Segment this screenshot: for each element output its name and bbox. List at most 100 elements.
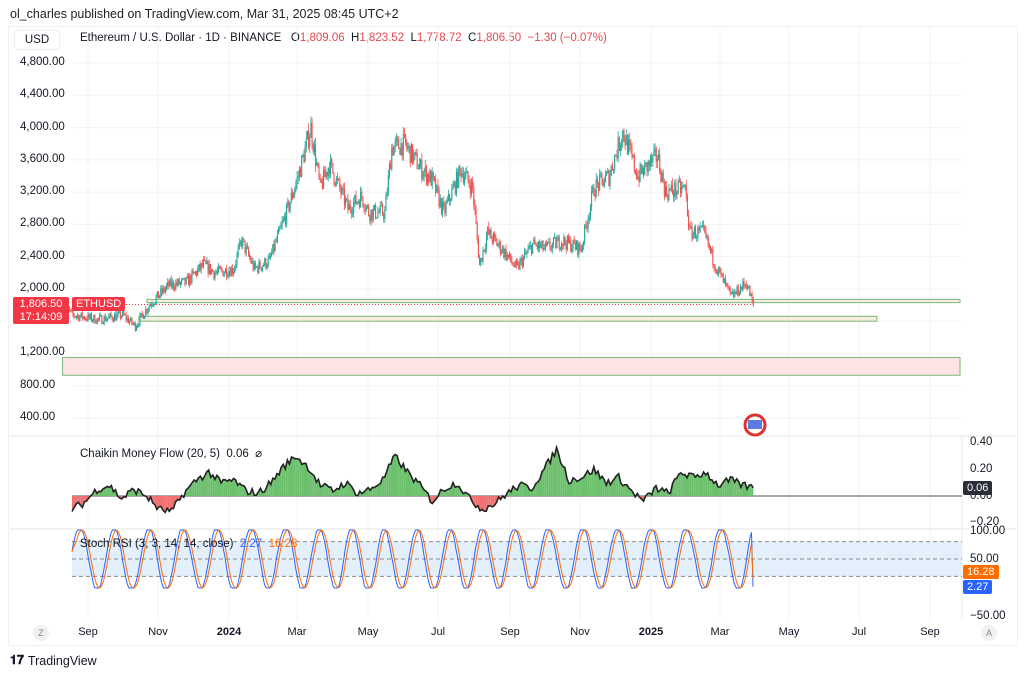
- cmf-area: [747, 485, 750, 496]
- cmf-area: [233, 478, 236, 496]
- time-axis-label: Jul: [851, 626, 867, 638]
- time-axis-label: 2025: [638, 626, 664, 638]
- cmf-area: [556, 447, 559, 496]
- cmf-area: [328, 487, 331, 496]
- cmf-area: [674, 478, 677, 496]
- cmf-area: [320, 486, 323, 496]
- cmf-area: [577, 480, 580, 496]
- cmf-area: [84, 496, 87, 502]
- cmf-area: [722, 480, 725, 496]
- cmf-area: [600, 476, 603, 496]
- stoch-k-tag: 2.27: [963, 580, 993, 594]
- cmf-area: [533, 483, 536, 496]
- cmf-area: [322, 483, 325, 496]
- cmf-area: [109, 485, 112, 496]
- high-value: 1,823.52: [359, 32, 405, 44]
- time-axis-label: Nov: [148, 626, 168, 638]
- cmf-area: [535, 482, 538, 496]
- cmf-area: [749, 484, 752, 496]
- cmf-area: [370, 487, 373, 496]
- cmf-area: [604, 479, 607, 496]
- cmf-value-tag: 0.06: [963, 481, 993, 495]
- time-axis-label: Sep: [78, 626, 98, 638]
- open-value: 1,809.06: [299, 32, 345, 44]
- cmf-area: [277, 473, 280, 496]
- price-axis-label: 3,200.00: [20, 185, 65, 198]
- cmf-area: [388, 464, 391, 496]
- stoch-axis-label: 50.00: [970, 553, 999, 565]
- cmf-area: [223, 479, 226, 496]
- cmf-area: [297, 458, 300, 496]
- cmf-area: [347, 481, 350, 496]
- zoom-button[interactable]: Z: [33, 625, 49, 641]
- cmf-area: [392, 454, 396, 496]
- cmf-area: [701, 471, 704, 496]
- stoch-title[interactable]: Stoch RSI (3, 3, 14, 14, close): [80, 538, 234, 550]
- cmf-area: [194, 479, 197, 496]
- cmf-area: [602, 476, 605, 496]
- cmf-axis-label: 0.20: [970, 463, 993, 475]
- cmf-area: [405, 469, 408, 496]
- cmf-area: [204, 472, 207, 496]
- cmf-area: [214, 475, 217, 496]
- symbol-title[interactable]: Ethereum / U.S. Dollar · 1D · BINANCE: [80, 32, 282, 44]
- cmf-area: [595, 471, 598, 496]
- cmf-area: [390, 456, 393, 496]
- time-axis-label: May: [778, 626, 800, 638]
- cmf-area: [682, 474, 685, 496]
- cmf-area: [324, 483, 327, 496]
- symbol-legend: Ethereum / U.S. Dollar · 1D · BINANCE O1…: [80, 32, 607, 44]
- cmf-area: [312, 474, 315, 496]
- cmf-area: [316, 479, 319, 496]
- cmf-area: [272, 478, 275, 496]
- cmf-area: [417, 481, 420, 496]
- cmf-area: [399, 463, 402, 496]
- cmf-area: [492, 496, 495, 507]
- cmf-area: [457, 486, 460, 496]
- cmf-area: [229, 479, 232, 496]
- chart-frame: [8, 26, 1018, 646]
- last-price: 1,806.50: [19, 298, 63, 310]
- time-axis-label: Mar: [710, 626, 730, 638]
- cmf-area: [301, 463, 304, 496]
- low-label: L: [410, 32, 417, 44]
- cmf-area: [560, 462, 563, 496]
- cmf-area: [699, 476, 702, 496]
- cmf-area: [486, 496, 489, 512]
- cmf-title[interactable]: Chaikin Money Flow (20, 5): [80, 448, 220, 460]
- cmf-area: [163, 496, 166, 513]
- cmf-area: [475, 496, 478, 508]
- cmf-area: [103, 487, 106, 496]
- close-label: C: [468, 32, 477, 44]
- time-axis-label: Nov: [570, 626, 590, 638]
- cmf-area: [488, 496, 491, 506]
- stoch-d-tag: 16.28: [963, 565, 999, 579]
- cmf-area: [293, 457, 296, 496]
- cmf-area: [479, 496, 483, 511]
- cmf-area: [579, 478, 582, 496]
- cmf-area: [740, 482, 743, 496]
- currency-button[interactable]: USD: [14, 30, 60, 50]
- hide-icon[interactable]: ⌀: [255, 448, 263, 460]
- cmf-area: [239, 483, 242, 496]
- cmf-area: [548, 459, 551, 496]
- stoch-legend: Stoch RSI (3, 3, 14, 14, close) 2.27 16.…: [80, 538, 297, 550]
- cmf-area: [221, 479, 224, 496]
- cmf-area: [448, 488, 451, 496]
- cmf-area: [291, 457, 294, 496]
- bar-countdown: 17:14:09: [19, 311, 63, 323]
- cmf-area: [523, 483, 526, 496]
- cmf-line: [71, 444, 754, 514]
- cmf-area: [742, 482, 745, 496]
- auto-scale-button[interactable]: A: [981, 625, 997, 641]
- cmf-area: [281, 464, 284, 496]
- tradingview-logo[interactable]: 𝟏𝟕 TradingView: [10, 653, 97, 668]
- cmf-area: [477, 496, 480, 511]
- stoch-d-line: [71, 529, 754, 589]
- cmf-area: [622, 484, 625, 496]
- cmf-area: [709, 479, 712, 496]
- time-axis-label: Jul: [430, 626, 446, 638]
- cmf-area: [169, 496, 172, 512]
- cmf-area: [270, 478, 273, 496]
